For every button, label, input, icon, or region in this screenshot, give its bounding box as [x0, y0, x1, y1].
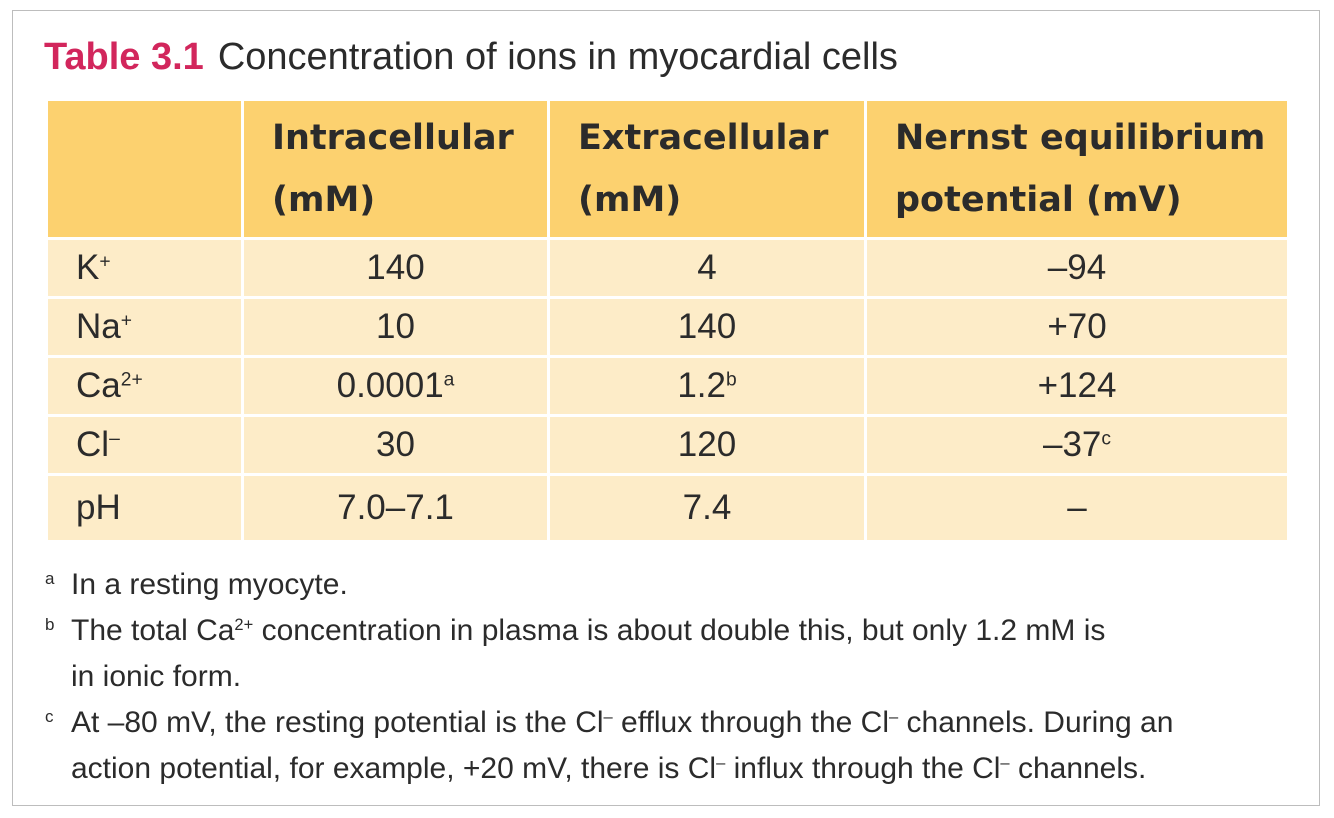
ion-cell: Cl– — [45, 414, 244, 476]
header-cell: Nernst equilibrium potential (mV) — [864, 98, 1290, 240]
cell-value: 140 — [366, 248, 425, 287]
footnote-line: In a resting myocyte. — [71, 562, 1173, 608]
cell-value: 120 — [677, 425, 737, 464]
ion-charge: + — [99, 251, 111, 273]
cell-value: +70 — [1047, 307, 1107, 346]
cell: 140 — [241, 237, 550, 299]
superscript: 2+ — [234, 616, 254, 635]
cell: 1.2b — [547, 355, 867, 417]
ion-name: K — [76, 248, 100, 287]
footnote-mark: b — [45, 615, 55, 634]
ion-name: Cl — [76, 425, 110, 464]
cell-value: +124 — [1037, 366, 1117, 405]
footnote-line: in ionic form. — [71, 654, 1173, 700]
superscript: – — [1000, 754, 1010, 773]
row: pH 7.0–7.1 7.4 – — [45, 473, 1290, 543]
header-row: Intracellular (mM) Extracellular (mM) Nernst… — [45, 98, 1290, 240]
ion-cell: K+ — [45, 237, 244, 299]
cell: 7.4 — [547, 473, 867, 543]
note-ref: a — [443, 369, 455, 391]
text: in ionic form. — [71, 660, 242, 693]
cell-value: –37 — [1042, 425, 1102, 464]
header-cell: Extracellular (mM) — [547, 98, 867, 240]
text: influx through the Cl — [725, 752, 1001, 785]
footnote-line: At –80 mV, the resting potential is the … — [71, 700, 1173, 746]
ion-charge: + — [120, 310, 132, 332]
header-text: potential (mV) — [895, 180, 1182, 220]
row: Cl– 30 120 –37c — [45, 414, 1290, 476]
text: At –80 mV, the resting potential is the … — [71, 706, 604, 739]
cell: 7.0–7.1 — [241, 473, 550, 543]
cell: –94 — [864, 237, 1290, 299]
cell-value: – — [1067, 488, 1087, 527]
text: The total Ca — [71, 614, 235, 647]
ion-name: pH — [76, 488, 121, 527]
ion-charge: – — [109, 428, 120, 450]
footnote: c At –80 mV, the resting potential is the… — [45, 700, 1173, 792]
cell: 4 — [547, 237, 867, 299]
text: In a resting myocyte. — [71, 568, 348, 601]
cell: 0.0001a — [241, 355, 550, 417]
cell: 10 — [241, 296, 550, 358]
footnote: a In a resting myocyte. — [45, 562, 1173, 608]
superscript: – — [603, 708, 613, 727]
header-text: (mM) — [578, 180, 682, 220]
cell: 120 — [547, 414, 867, 476]
ion-cell: Ca2+ — [45, 355, 244, 417]
cell-value: –94 — [1047, 248, 1107, 287]
cell-value: 4 — [697, 248, 717, 287]
cell-value: 30 — [376, 425, 415, 464]
cell: – — [864, 473, 1290, 543]
table: Intracellular (mM) Extracellular (mM) Nernst… — [45, 98, 1290, 543]
footnote-line: The total Ca2+ concentration in plasma i… — [71, 608, 1173, 654]
cell-value: 1.2 — [677, 366, 726, 405]
footnote-line: action potential, for example, +20 mV, t… — [71, 746, 1173, 792]
ion-charge: 2+ — [120, 369, 143, 391]
ion-cell: pH — [45, 473, 244, 543]
footnotes: a In a resting myocyte. b The total Ca2+ co… — [45, 562, 1173, 792]
text: channels. — [1009, 752, 1147, 785]
header-text: Nernst equilibrium — [895, 118, 1266, 158]
text: concentration in plasma is about double … — [253, 614, 1106, 647]
ion-name: Na — [76, 307, 121, 346]
header-cell: Intracellular (mM) — [241, 98, 550, 240]
cell: 30 — [241, 414, 550, 476]
text: action potential, for example, +20 mV, t… — [71, 752, 717, 785]
ion-name: Ca — [76, 366, 121, 405]
cell: +70 — [864, 296, 1290, 358]
footnote: b The total Ca2+ concentration in plasma … — [45, 608, 1173, 700]
header-text: Extracellular — [578, 118, 829, 158]
row: Na+ 10 140 +70 — [45, 296, 1290, 358]
superscript: – — [716, 754, 726, 773]
row: Ca2+ 0.0001a 1.2b +124 — [45, 355, 1290, 417]
superscript: – — [889, 708, 899, 727]
header-text: (mM) — [272, 180, 376, 220]
note-ref: c — [1101, 428, 1112, 450]
cell: +124 — [864, 355, 1290, 417]
table-label: Table 3.1 — [44, 36, 204, 78]
cell-value: 0.0001 — [336, 366, 444, 405]
footnote-mark: c — [45, 707, 54, 726]
cell-value: 7.0–7.1 — [337, 488, 454, 527]
row: K+ 140 4 –94 — [45, 237, 1290, 299]
note-ref: b — [725, 369, 737, 391]
cell-value: 10 — [376, 307, 415, 346]
frame — [12, 10, 1320, 806]
text: channels. During an — [898, 706, 1174, 739]
header-cell — [45, 98, 244, 240]
cell: –37c — [864, 414, 1290, 476]
header-text: Intracellular — [272, 118, 514, 158]
ion-cell: Na+ — [45, 296, 244, 358]
cell-value: 140 — [677, 307, 737, 346]
title: Table 3.1 Concentration of ions in myocar… — [44, 36, 898, 79]
table-title: Concentration of ions in myocardial cell… — [217, 36, 898, 78]
cell-value: 7.4 — [682, 488, 732, 527]
footnote-mark: a — [45, 569, 55, 588]
text: efflux through the Cl — [612, 706, 890, 739]
cell: 140 — [547, 296, 867, 358]
